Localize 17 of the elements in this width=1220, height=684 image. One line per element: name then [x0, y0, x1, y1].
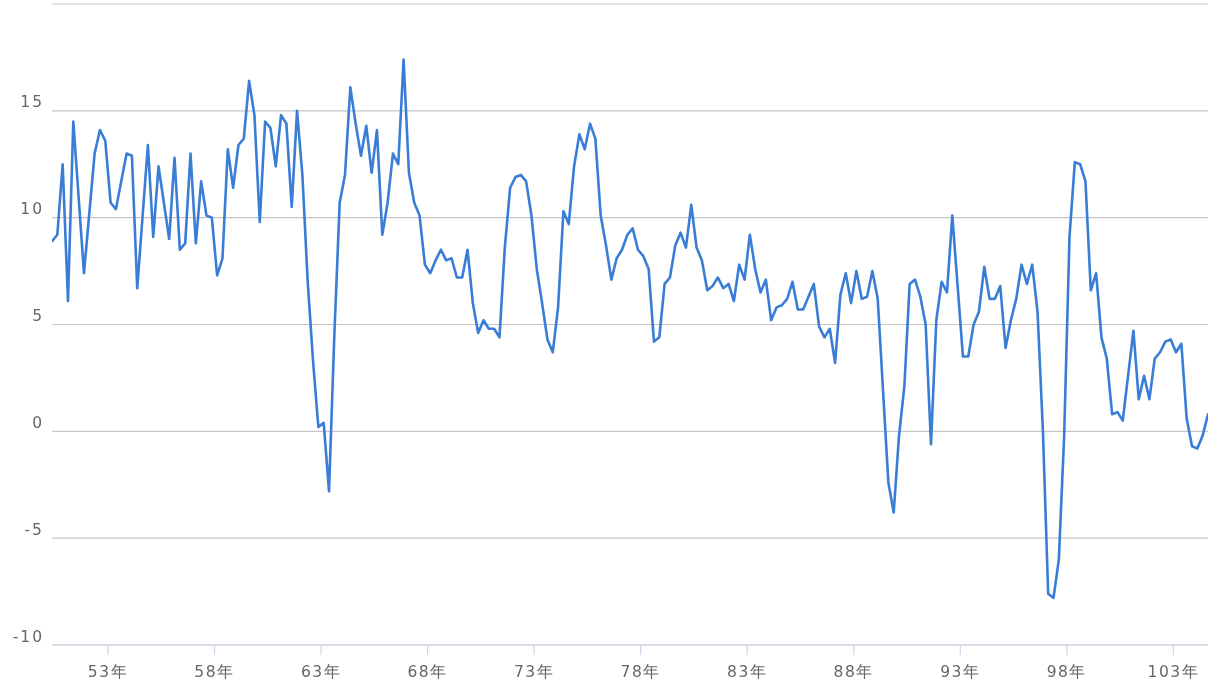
x-tick-label: 63年	[300, 662, 342, 681]
x-tick-label: 73年	[513, 662, 555, 681]
y-tick-label: 10	[20, 200, 44, 219]
x-tick-label: 93年	[940, 662, 981, 681]
y-tick-label: 0	[32, 413, 44, 432]
x-tick-label: 68年	[407, 662, 448, 681]
y-tick-label: 5	[32, 307, 44, 325]
x-tick-label: 103年	[1147, 662, 1200, 681]
x-tick-label: 53年	[87, 662, 129, 681]
x-tick-label: 58年	[194, 662, 235, 681]
x-tick-label: 78年	[620, 662, 661, 681]
y-tick-label: -10	[12, 627, 44, 646]
x-tick-label: 83年	[727, 662, 768, 681]
y-tick-label: -5	[24, 520, 44, 539]
x-tick-label: 88年	[833, 662, 874, 681]
x-tick-label: 98年	[1046, 662, 1087, 681]
y-tick-label: 15	[20, 93, 44, 112]
